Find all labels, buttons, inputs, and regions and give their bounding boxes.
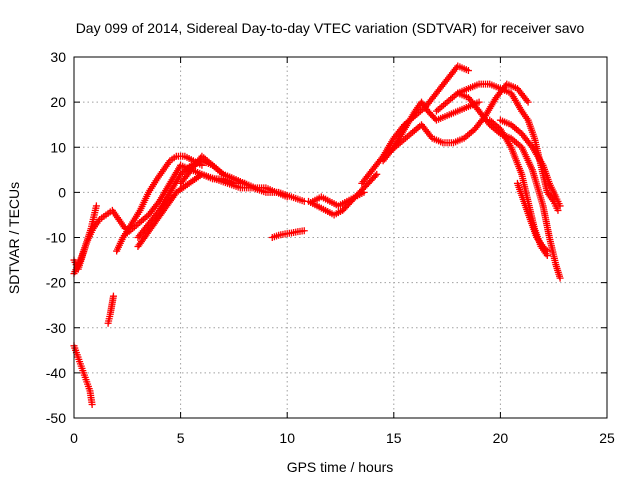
series-seg-d: [104, 292, 117, 327]
data-point: [88, 400, 96, 408]
series-seg-j: [268, 227, 308, 241]
data-point: [360, 188, 368, 196]
data-point: [542, 246, 550, 254]
data-point: [524, 98, 532, 106]
series-seg-l: [309, 188, 368, 210]
series-seg-n: [379, 98, 483, 165]
series-seg-p: [432, 80, 526, 115]
series-seg-e: [113, 152, 206, 255]
y-tick-label: -50: [46, 410, 66, 426]
series-seg-h: [134, 170, 308, 251]
series-seg-i: [177, 152, 249, 187]
x-tick-label: 0: [70, 430, 78, 446]
x-tick-label: 5: [177, 430, 185, 446]
y-tick-label: 30: [50, 49, 66, 65]
series-seg-s: [496, 116, 564, 210]
data-point: [556, 274, 564, 282]
y-tick-label: -20: [46, 275, 66, 291]
x-tick-label: 15: [386, 430, 402, 446]
y-tick-label: 0: [58, 184, 66, 200]
y-tick-label: 10: [50, 139, 66, 155]
data-point: [300, 227, 308, 235]
data-point: [543, 247, 551, 255]
plot-frame: [73, 56, 608, 419]
x-tick-label: 10: [279, 430, 295, 446]
y-tick-label: -10: [46, 230, 66, 246]
x-tick-label: 20: [493, 430, 509, 446]
data-points: [70, 62, 564, 408]
data-point: [109, 292, 117, 300]
series-seg-m: [358, 62, 472, 187]
data-point: [464, 67, 472, 75]
data-point: [92, 202, 100, 210]
y-tick-label: 20: [50, 94, 66, 110]
x-tick-label: 25: [599, 430, 615, 446]
grid: [74, 57, 607, 418]
y-tick-label: -40: [46, 365, 66, 381]
series-seg-a: [70, 342, 96, 408]
y-axis-title: SDTVAR / TECUs: [6, 182, 22, 294]
chart-title: Day 099 of 2014, Sidereal Day-to-day VTE…: [76, 20, 585, 36]
tick-labels: 0 5 10 15 20 25 -50 -40 -30 -20 -10 0 10 20 30: [46, 49, 615, 446]
series-seg-o: [386, 80, 532, 156]
y-tick-label: -30: [46, 320, 66, 336]
series-seg-u: [513, 179, 551, 255]
series-seg-t: [518, 107, 562, 214]
data-point: [371, 172, 379, 180]
data-point: [554, 206, 562, 214]
data-point: [373, 170, 381, 178]
data-point: [241, 179, 249, 187]
x-axis-title: GPS time / hours: [287, 459, 394, 475]
data-point: [475, 98, 483, 106]
